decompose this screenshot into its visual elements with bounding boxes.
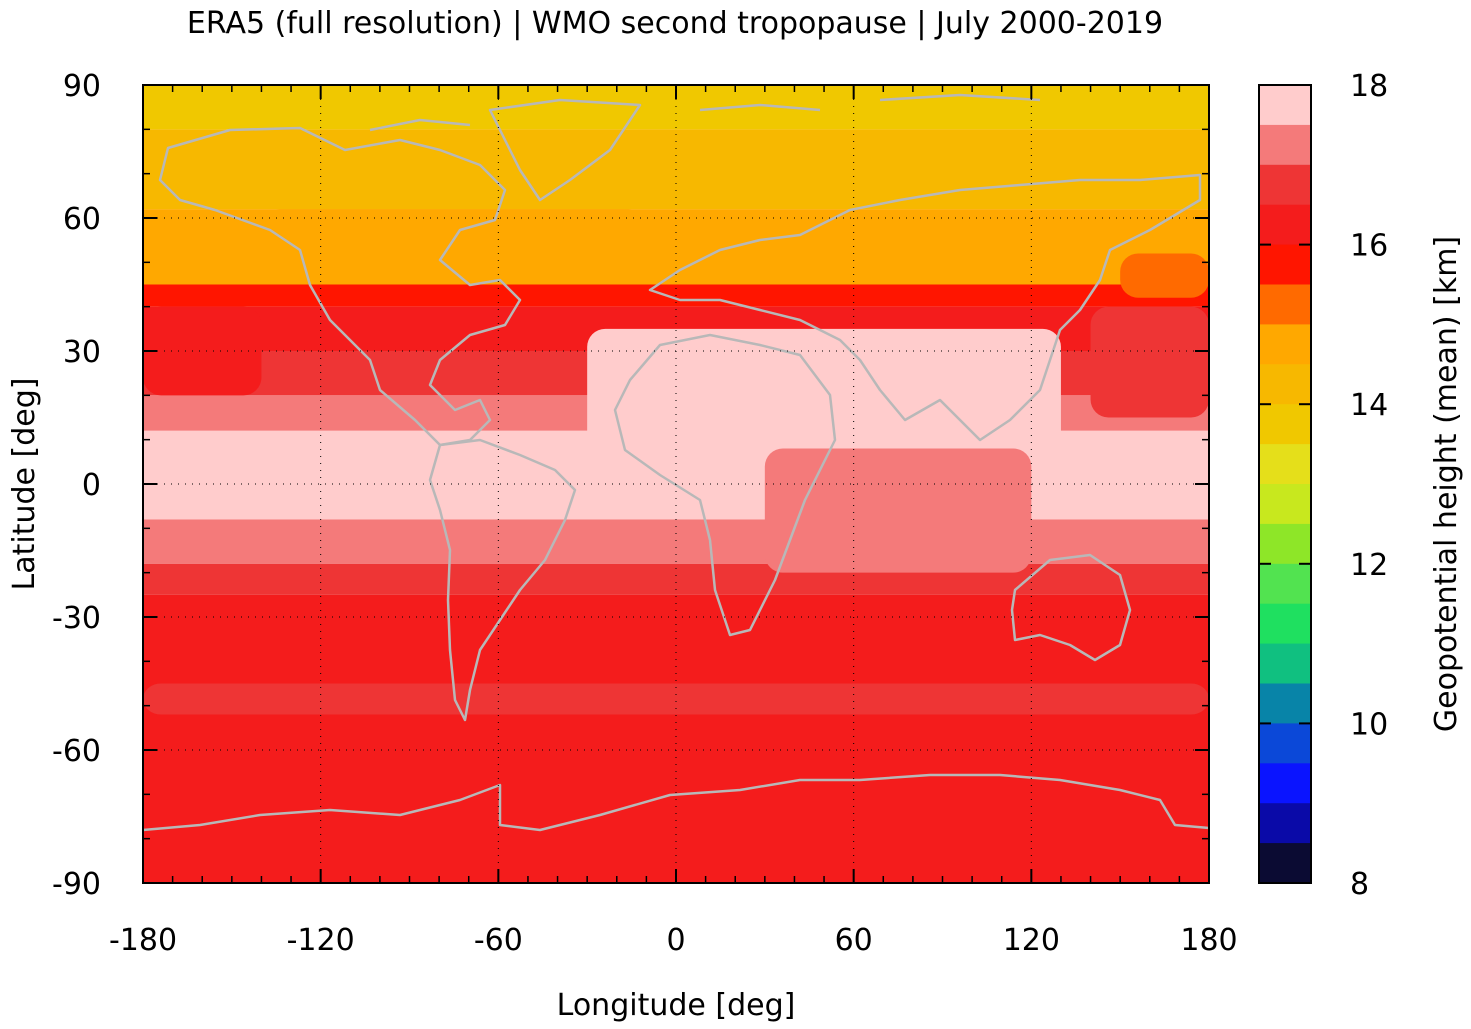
colorbar-swatch-5 [1259, 284, 1311, 325]
colorbar-swatch-1 [1259, 124, 1311, 166]
colorbar-tick-label-1: 16 [1350, 229, 1388, 264]
colorbar-swatch-0 [1259, 85, 1311, 126]
colorbar-tick-label-3: 12 [1350, 548, 1388, 583]
y-tick-label-2: 30 [63, 335, 101, 370]
y-tick-label-1: 60 [63, 202, 101, 237]
coast-south-america [428, 438, 577, 722]
colorbar-swatch-18 [1259, 803, 1311, 844]
colorbar-swatch-19 [1259, 843, 1311, 884]
colorbar-swatch-10 [1259, 484, 1311, 525]
grid [143, 85, 1209, 883]
region-0 [587, 328, 1061, 462]
y-tick-label-3: 0 [82, 468, 101, 503]
colorbar-swatch-12 [1259, 563, 1311, 605]
colorbar-frame [1258, 84, 1312, 884]
colorbar-swatch-4 [1259, 244, 1311, 285]
y-tick-label-5: -60 [52, 734, 101, 769]
colorbar-ticks: 18 16 14 12 10 8 [1259, 69, 1388, 902]
colorbar-swatch-8 [1259, 404, 1311, 445]
colorbar-label: Geopotential height (mean) [km] [1429, 236, 1464, 732]
coast-europe-asia [648, 173, 1202, 442]
x-tick-label-1: -120 [287, 923, 355, 958]
axis-ticks: -180 -120 -60 0 60 120 180 90 60 30 0 -30 -60 -90 [52, 69, 1238, 958]
region-6 [1120, 253, 1209, 298]
x-tick-label-3: 0 [666, 923, 685, 958]
coast-north-america [158, 126, 522, 447]
region-4 [143, 683, 1209, 715]
x-tick-label-6: 180 [1180, 923, 1237, 958]
x-axis-label: Longitude [deg] [557, 988, 796, 1023]
region-3 [764, 448, 1032, 573]
x-tick-label-0: -180 [109, 923, 177, 958]
y-tick-label-6: -90 [52, 867, 101, 902]
colorbar [1259, 85, 1311, 884]
colorbar-swatch-14 [1259, 643, 1311, 684]
colorbar-swatch-7 [1259, 364, 1311, 405]
colorbar-swatch-2 [1259, 164, 1311, 206]
x-tick-label-4: 60 [835, 923, 873, 958]
coast-arctic-islands [369, 93, 1041, 132]
x-tick-label-2: -60 [474, 923, 523, 958]
coastlines [143, 93, 1209, 832]
colorbar-swatch-9 [1259, 444, 1311, 485]
coast-africa [613, 333, 837, 637]
colorbar-swatch-3 [1259, 204, 1311, 246]
colorbar-tick-label-2: 14 [1350, 388, 1388, 423]
region-1 [1090, 306, 1209, 418]
colorbar-swatch-15 [1259, 683, 1311, 724]
coast-greenland [488, 98, 642, 202]
colorbar-swatch-6 [1259, 324, 1311, 365]
coast-antarctica [143, 773, 1209, 832]
colorbar-tick-label-4: 10 [1350, 707, 1388, 742]
colorbar-swatch-16 [1259, 723, 1311, 764]
coast-australia [1010, 553, 1132, 662]
colorbar-tick-label-0: 18 [1350, 69, 1388, 104]
x-tick-label-5: 120 [1003, 923, 1060, 958]
region-2 [143, 306, 262, 396]
chart-title: ERA5 (full resolution) | WMO second trop… [187, 6, 1163, 41]
colorbar-swatch-13 [1259, 603, 1311, 645]
colorbar-swatch-17 [1259, 763, 1311, 804]
colorbar-tick-label-5: 8 [1350, 867, 1369, 902]
y-tick-label-0: 90 [63, 69, 101, 104]
colorbar-swatch-11 [1259, 523, 1311, 565]
y-tick-label-4: -30 [52, 601, 101, 636]
region-5 [261, 209, 647, 285]
y-axis-label: Latitude [deg] [7, 378, 42, 591]
